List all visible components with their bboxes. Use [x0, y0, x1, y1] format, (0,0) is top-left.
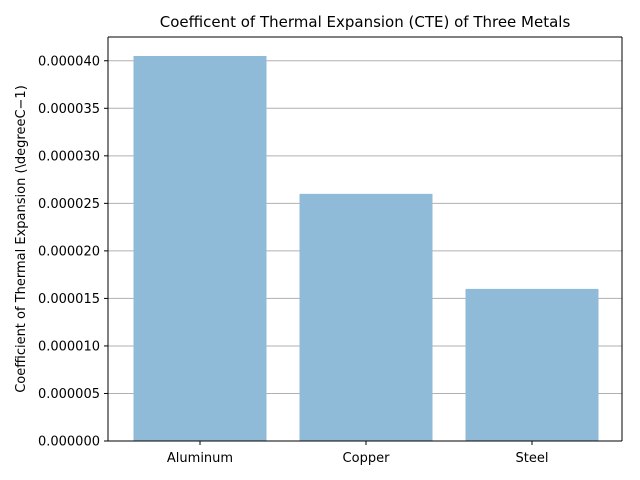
bar-aluminum: [133, 56, 267, 441]
y-ticks: 0.000000 0.000005 0.000010 0.000015 0.000020…: [38, 54, 108, 450]
y-tick-label: 0.000010: [38, 339, 100, 354]
bars: [133, 56, 599, 441]
chart-title: Coefficent of Thermal Expansion (CTE) of…: [160, 13, 571, 31]
x-tick-label: Aluminum: [167, 451, 233, 466]
x-ticks: Aluminum Copper Steel: [167, 441, 549, 466]
y-tick-label: 0.000005: [38, 387, 100, 402]
y-axis-label: Coefficient of Thermal Expansion (\degre…: [14, 85, 29, 393]
bar-copper: [299, 193, 433, 441]
y-tick-label: 0.000030: [38, 149, 100, 164]
axes: [107, 36, 623, 442]
y-tick-label: 0.000035: [38, 102, 100, 117]
y-tick-label: 0.000025: [38, 197, 100, 212]
bar-steel: [465, 288, 599, 441]
x-tick-label: Steel: [516, 451, 549, 466]
y-tick-label: 0.000020: [38, 244, 100, 259]
y-tick-label: 0.000000: [38, 435, 100, 450]
x-tick-label: Copper: [343, 451, 391, 466]
y-tick-label: 0.000015: [38, 292, 100, 307]
y-tick-label: 0.000040: [38, 54, 100, 69]
